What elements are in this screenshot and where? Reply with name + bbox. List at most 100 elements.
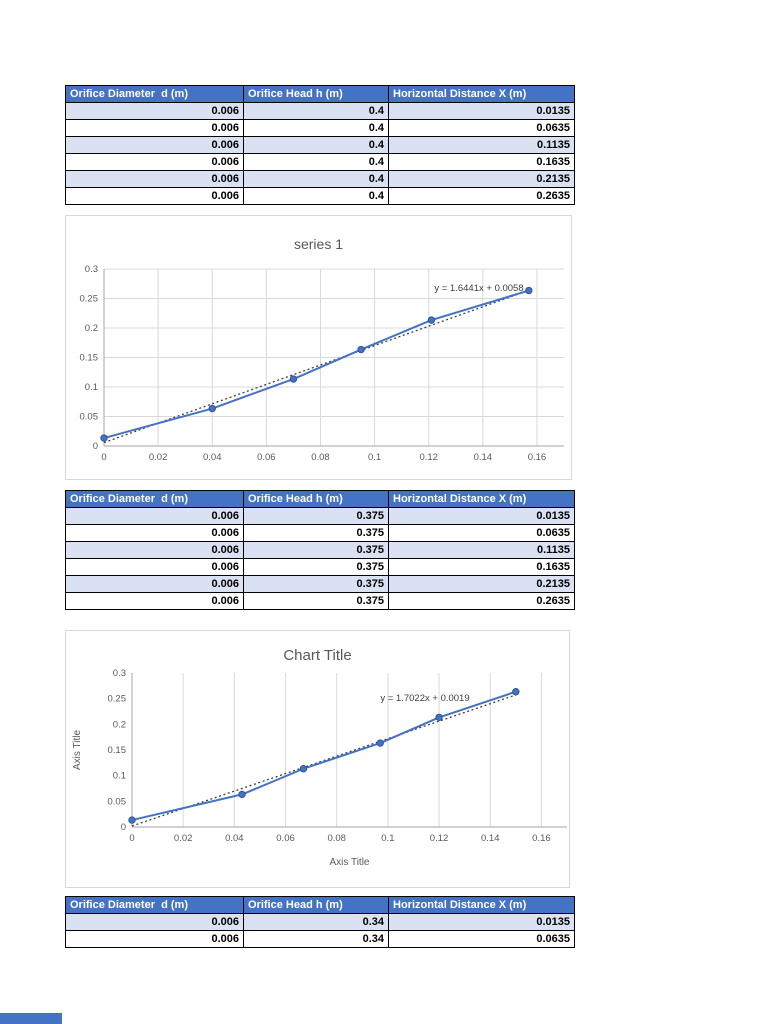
data-table-head-0-34: Orifice Diameter d (m) Orifice Head h (m)… xyxy=(65,896,575,948)
x-tick-label: 0.16 xyxy=(532,833,551,844)
data-table-head-0-375: Orifice Diameter d (m) Orifice Head h (m)… xyxy=(65,490,575,610)
data-point-marker xyxy=(512,688,520,696)
x-tick-label: 0.12 xyxy=(430,833,449,844)
table-cell: 0.1135 xyxy=(388,541,575,559)
chart-canvas: 0 0.02 0.04 0.06 0.08 0.1 0.12 0.14 0.16 0 0.05 0.1… xyxy=(72,647,567,868)
data-point-marker xyxy=(238,790,246,799)
series-line xyxy=(131,690,517,822)
table-cell: 0.2635 xyxy=(388,187,575,205)
table-cell: 0.375 xyxy=(243,575,389,593)
table-cell: 0.375 xyxy=(243,507,389,525)
y-tick-label: 0.1 xyxy=(85,382,98,393)
data-table-head-0-4: Orifice Diameter d (m) Orifice Head h (m)… xyxy=(65,85,575,205)
table-cell: 0.375 xyxy=(243,592,389,610)
table-cell: 0.2635 xyxy=(388,592,575,610)
table-cell: 0.4 xyxy=(243,119,389,137)
table-cell: 0.006 xyxy=(65,558,244,576)
table-cell: 0.4 xyxy=(243,136,389,154)
table-cell: 0.0635 xyxy=(388,119,575,137)
data-point-marker xyxy=(128,816,136,824)
table-cell: 0.1135 xyxy=(388,136,575,154)
table-cell: 0.006 xyxy=(65,507,244,525)
table-cell: 0.006 xyxy=(65,119,244,137)
table-cell: 0.34 xyxy=(243,913,389,931)
partial-next-table-header xyxy=(0,1013,62,1024)
y-tick-label: 0.15 xyxy=(80,353,99,364)
x-tick-label: 0.1 xyxy=(381,833,394,844)
x-tick-label: 0 xyxy=(101,452,106,463)
table-row: 0.006 0.4 0.2135 xyxy=(65,170,575,188)
table-cell: 0.4 xyxy=(243,187,389,205)
chart-title: Chart Title xyxy=(283,647,351,664)
table-cell: 0.4 xyxy=(243,102,389,120)
table-cell: 0.006 xyxy=(65,153,244,171)
data-point-marker xyxy=(525,286,533,295)
x-tick-label: 0.02 xyxy=(174,833,193,844)
table-row: 0.006 0.34 0.0135 xyxy=(65,913,575,931)
table-row: 0.006 0.4 0.1635 xyxy=(65,153,575,171)
table-cell: 0.0635 xyxy=(388,524,575,542)
chart-canvas: 0 0.02 0.04 0.06 0.08 0.1 0.12 0.14 0.16 0 0.05 0.1… xyxy=(80,236,564,463)
table-row: 0.006 0.4 0.0135 xyxy=(65,102,575,120)
x-tick-label: 0.1 xyxy=(368,452,381,463)
chart-title: series 1 xyxy=(294,236,343,252)
table-cell: 0.006 xyxy=(65,592,244,610)
table-row: 0.006 0.375 0.0135 xyxy=(65,507,575,525)
x-tick-label: 0.16 xyxy=(528,452,547,463)
data-point-marker xyxy=(100,434,108,442)
y-tick-label: 0.2 xyxy=(113,719,126,730)
column-header: Orifice Diameter d (m) xyxy=(65,490,244,508)
column-header: Orifice Head h (m) xyxy=(243,85,389,103)
data-point-marker xyxy=(376,739,384,747)
y-tick-label: 0 xyxy=(93,441,98,452)
data-point-marker xyxy=(299,765,308,773)
x-tick-label: 0.04 xyxy=(225,833,244,844)
column-header: Orifice Head h (m) xyxy=(243,490,389,508)
data-point-marker xyxy=(435,713,443,722)
table-row: 0.006 0.375 0.1635 xyxy=(65,558,575,576)
table-cell: 0.006 xyxy=(65,187,244,205)
table-cell: 0.2135 xyxy=(388,170,575,188)
series-line xyxy=(103,289,530,440)
table-cell: 0.4 xyxy=(243,170,389,188)
y-tick-label: 0 xyxy=(121,822,126,833)
y-tick-label: 0.25 xyxy=(108,694,127,705)
x-tick-label: 0 xyxy=(129,833,134,844)
y-tick-label: 0.15 xyxy=(108,745,127,756)
x-tick-label: 0.14 xyxy=(481,833,500,844)
table-cell: 0.006 xyxy=(65,930,244,948)
y-tick-label: 0.3 xyxy=(85,264,98,275)
x-tick-label: 0.06 xyxy=(257,452,276,463)
x-tick-label: 0.08 xyxy=(311,452,330,463)
data-point-marker xyxy=(357,345,365,354)
table-cell: 0.006 xyxy=(65,913,244,931)
y-axis-title: Axis Title xyxy=(72,730,83,770)
table-cell: 0.2135 xyxy=(388,575,575,593)
trendline xyxy=(103,289,530,444)
x-tick-label: 0.06 xyxy=(276,833,295,844)
table-cell: 0.4 xyxy=(243,153,389,171)
table-header-row: Orifice Diameter d (m) Orifice Head h (m)… xyxy=(65,490,575,508)
data-point-marker xyxy=(427,316,436,324)
table-cell: 0.006 xyxy=(65,575,244,593)
trendline xyxy=(131,694,517,827)
x-tick-label: 0.02 xyxy=(149,452,168,463)
table-cell: 0.34 xyxy=(243,930,389,948)
table-cell: 0.0135 xyxy=(388,507,575,525)
table-cell: 0.0135 xyxy=(388,913,575,931)
table-row: 0.006 0.4 0.2635 xyxy=(65,187,575,205)
table-header-row: Orifice Diameter d (m) Orifice Head h (m)… xyxy=(65,896,575,914)
table-cell: 0.006 xyxy=(65,524,244,542)
table-cell: 0.0135 xyxy=(388,102,575,120)
table-cell: 0.006 xyxy=(65,541,244,559)
table-cell: 0.1635 xyxy=(388,558,575,576)
column-header: Orifice Diameter d (m) xyxy=(65,85,244,103)
table-row: 0.006 0.34 0.0635 xyxy=(65,930,575,948)
chart-title-chart: 0 0.02 0.04 0.06 0.08 0.1 0.12 0.14 0.16 0 0.05 0.1… xyxy=(65,630,570,888)
data-point-marker xyxy=(208,404,216,413)
table-row: 0.006 0.375 0.2135 xyxy=(65,575,575,593)
y-tick-label: 0.05 xyxy=(80,412,99,423)
table-cell: 0.375 xyxy=(243,558,389,576)
y-tick-label: 0.2 xyxy=(85,323,98,334)
